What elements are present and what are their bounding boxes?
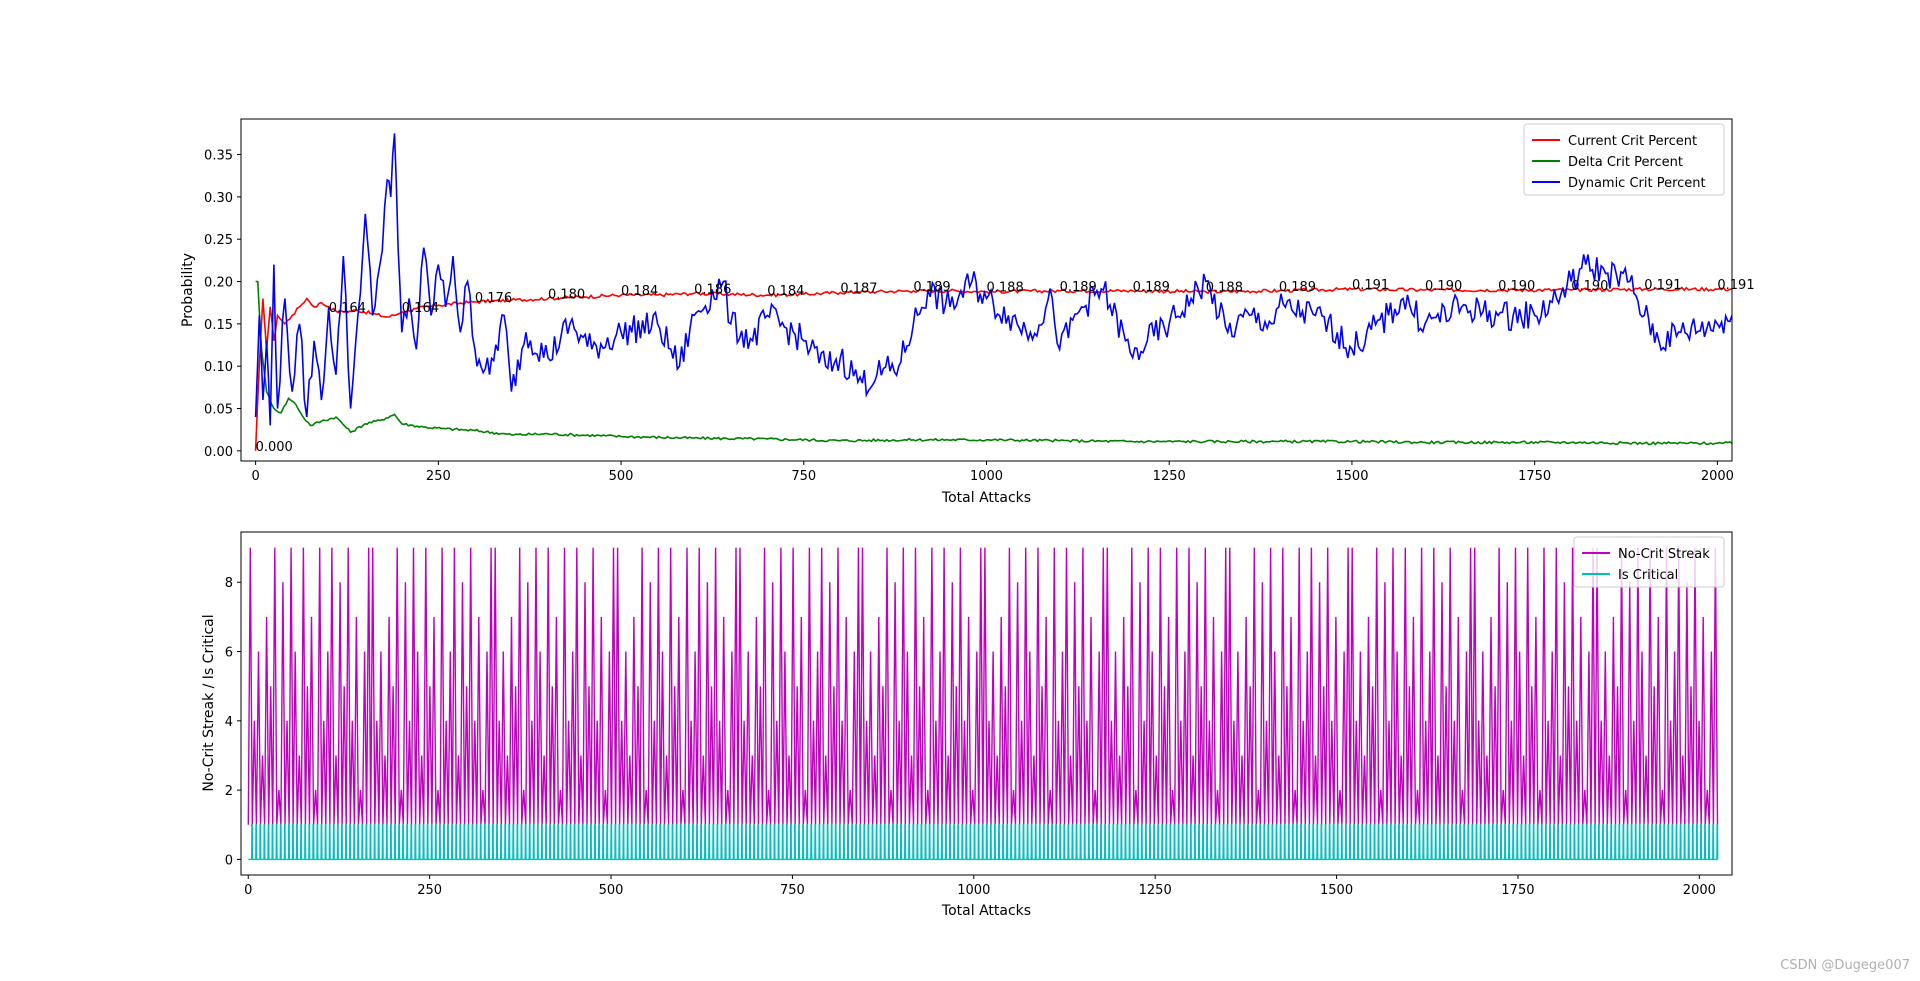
x-tick-label: 1000 — [970, 469, 1003, 484]
x-tick-label: 1500 — [1320, 883, 1353, 898]
dynamic-crit-line — [254, 133, 1733, 426]
streak-axes-frame — [240, 531, 1733, 876]
x-tick-label: 2000 — [1701, 469, 1734, 484]
probability-plot-area — [254, 133, 1733, 451]
streak-chart: 0 250 500 750 1000 1250 1500 1750 2000 0 2 4 6 8 Tot… — [201, 531, 1733, 919]
y-tick-label: 2 — [225, 784, 233, 799]
y-tick-label: 0.35 — [204, 149, 233, 164]
y-tick-label: 0.15 — [204, 318, 233, 333]
value-annotation: 0.164 — [329, 301, 366, 316]
x-tick-label: 750 — [780, 883, 805, 898]
legend-frame — [1573, 536, 1725, 588]
value-annotation: 0.184 — [767, 284, 804, 299]
x-tick-label: 500 — [609, 469, 634, 484]
y-tick-label: 0.25 — [204, 233, 233, 248]
y-tick-label: 0.30 — [204, 191, 233, 206]
value-annotation: 0.189 — [1279, 280, 1316, 295]
value-annotation: 0.191 — [1717, 278, 1754, 293]
y-tick-label: 6 — [225, 646, 233, 661]
value-annotation: 0.188 — [987, 281, 1024, 296]
y-axis-label: No-Crit Streak / Is Critical — [201, 614, 217, 791]
value-annotation: 0.188 — [1206, 281, 1243, 296]
y-tick-label: 0 — [225, 853, 233, 868]
value-annotation: 0.189 — [913, 280, 950, 295]
value-annotation: 0.190 — [1571, 279, 1608, 294]
x-tick-label: 1250 — [1139, 883, 1172, 898]
x-tick-label: 1250 — [1153, 469, 1186, 484]
legend-label: Delta Crit Percent — [1568, 155, 1683, 170]
y-tick-label: 0.05 — [204, 403, 233, 418]
x-tick-label: 500 — [599, 883, 624, 898]
y-axis-ticks: 0.00 0.05 0.10 0.15 0.20 0.25 0.30 0.35 — [204, 149, 241, 460]
x-axis-ticks: 0 250 500 750 1000 1250 1500 1750 2000 — [244, 875, 1716, 898]
value-annotation: 0.000 — [256, 440, 293, 455]
x-axis-ticks: 0 250 500 750 1000 1250 1500 1750 2000 — [251, 461, 1734, 484]
legend-label: Dynamic Crit Percent — [1568, 176, 1706, 191]
x-axis-label: Total Attacks — [941, 903, 1031, 919]
x-tick-label: 1750 — [1518, 469, 1551, 484]
legend: Current Crit Percent Delta Crit Percent Dy… — [1523, 123, 1725, 196]
legend-label: Current Crit Percent — [1568, 134, 1697, 149]
value-annotation: 0.190 — [1425, 279, 1462, 294]
legend-label: No-Crit Streak — [1618, 547, 1710, 562]
value-annotation: 0.187 — [840, 282, 877, 297]
y-axis-label: Probability — [180, 253, 196, 327]
y-tick-label: 4 — [225, 715, 233, 730]
value-annotation: 0.189 — [1060, 280, 1097, 295]
y-tick-label: 0.20 — [204, 276, 233, 291]
x-tick-label: 250 — [417, 883, 442, 898]
x-tick-label: 250 — [426, 469, 451, 484]
x-axis-label: Total Attacks — [941, 490, 1031, 506]
legend: No-Crit Streak Is Critical — [1573, 536, 1725, 588]
legend-label: Is Critical — [1618, 568, 1678, 583]
value-annotation: 0.191 — [1644, 278, 1681, 293]
x-tick-label: 0 — [251, 469, 259, 484]
watermark: CSDN @Dugege007 — [1780, 958, 1910, 973]
delta-crit-line — [255, 280, 1733, 446]
y-tick-label: 0.00 — [204, 445, 233, 460]
y-axis-ticks: 0 2 4 6 8 — [225, 576, 241, 868]
value-annotation: 0.190 — [1498, 279, 1535, 294]
current-crit-line — [254, 286, 1733, 451]
value-annotation: 0.186 — [694, 282, 731, 297]
x-tick-label: 1000 — [957, 883, 990, 898]
x-tick-label: 1500 — [1335, 469, 1368, 484]
streak-plot-area — [247, 547, 1719, 861]
value-annotation: 0.191 — [1352, 278, 1389, 293]
x-tick-label: 1750 — [1501, 883, 1534, 898]
y-tick-label: 8 — [225, 576, 233, 591]
value-annotation: 0.184 — [621, 284, 658, 299]
value-annotations: 0.000 0.164 0.164 0.176 0.180 0.184 0.186 0.184… — [256, 278, 1755, 455]
legend-frame — [1523, 123, 1725, 196]
x-tick-label: 2000 — [1683, 883, 1716, 898]
x-tick-label: 0 — [244, 883, 252, 898]
y-tick-label: 0.10 — [204, 360, 233, 375]
x-tick-label: 750 — [791, 469, 816, 484]
value-annotation: 0.176 — [475, 291, 512, 306]
value-annotation: 0.164 — [402, 301, 439, 316]
is-critical-line — [248, 824, 1719, 861]
value-annotation: 0.189 — [1133, 280, 1170, 295]
value-annotation: 0.180 — [548, 287, 585, 302]
no-crit-streak-line — [247, 547, 1719, 825]
